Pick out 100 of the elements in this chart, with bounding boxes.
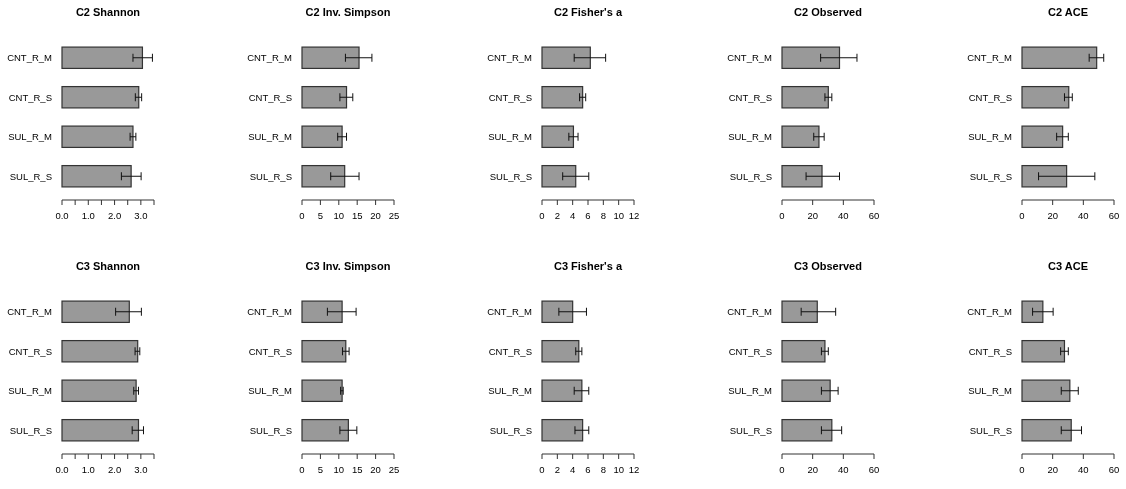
bar [1021, 418, 1072, 442]
bar [781, 164, 823, 188]
bar [1021, 379, 1071, 403]
y-tick-label: SUL_R_S [249, 424, 292, 436]
y-tick-label: CNT_R_S [8, 345, 52, 357]
y-tick-label: CNT_R_S [968, 91, 1012, 103]
bar [301, 125, 343, 149]
bar [1021, 164, 1068, 188]
bar [781, 418, 833, 442]
y-tick-label: CNT_R_S [728, 345, 772, 357]
bar [781, 85, 829, 109]
y-tick-label: CNT_R_M [487, 306, 533, 318]
x-tick-label: 1.0 [81, 464, 95, 475]
bar [1021, 125, 1064, 149]
y-tick-label: CNT_R_S [8, 91, 52, 103]
x-tick-label: 60 [868, 464, 880, 475]
y-tick-label: SUL_R_M [248, 131, 293, 143]
x-tick-label: 0 [299, 210, 305, 221]
x-tick-label: 0 [1019, 210, 1025, 221]
y-tick-label: SUL_R_M [728, 385, 773, 397]
bar [541, 379, 583, 403]
y-tick-label: CNT_R_M [967, 306, 1013, 318]
y-tick-label: CNT_R_S [728, 91, 772, 103]
bar [541, 164, 577, 188]
y-tick-label: SUL_R_M [248, 385, 293, 397]
chart-title: C3 Fisher's a [553, 260, 623, 272]
bar [541, 339, 580, 363]
bar [1021, 300, 1044, 324]
bar [541, 85, 584, 109]
x-tick-label: 3.0 [134, 464, 148, 475]
bar [301, 339, 347, 363]
y-tick-label: SUL_R_M [968, 131, 1013, 143]
y-tick-label: SUL_R_M [8, 131, 53, 143]
x-tick-label: 2 [554, 210, 560, 221]
x-tick-label: 10 [613, 210, 624, 221]
x-tick-label: 2.0 [107, 464, 122, 475]
x-tick-label: 0 [779, 210, 785, 221]
y-tick-label: SUL_R_M [488, 385, 533, 397]
y-tick-label: CNT_R_M [727, 52, 773, 64]
chart-title: C3 Inv. Simpson [305, 260, 391, 272]
bar [781, 379, 831, 403]
x-tick-label: 8 [600, 464, 606, 475]
x-tick-label: 25 [388, 464, 400, 475]
x-tick-label: 40 [1078, 210, 1089, 221]
bar [301, 379, 343, 403]
x-tick-label: 60 [868, 210, 880, 221]
x-tick-label: 15 [351, 464, 363, 475]
x-tick-label: 2 [554, 464, 560, 475]
x-tick-label: 20 [370, 464, 381, 475]
y-tick-label: SUL_R_S [489, 170, 532, 182]
bar [781, 125, 820, 149]
x-tick-label: 0 [1019, 464, 1025, 475]
chart-title: C2 Observed [794, 6, 862, 18]
bar [541, 125, 575, 149]
x-tick-label: 25 [388, 210, 400, 221]
bar [781, 339, 826, 363]
y-tick-label: CNT_R_M [967, 52, 1013, 64]
y-tick-label: SUL_R_M [488, 131, 533, 143]
x-tick-label: 5 [317, 210, 324, 221]
y-tick-label: CNT_R_S [248, 91, 292, 103]
y-tick-label: CNT_R_M [247, 306, 293, 318]
bar [301, 164, 346, 188]
x-tick-label: 1.0 [81, 210, 95, 221]
x-tick-label: 6 [585, 210, 591, 221]
x-tick-label: 0 [299, 464, 305, 475]
x-tick-label: 4 [570, 464, 576, 475]
x-tick-label: 15 [351, 210, 363, 221]
chart-title: C3 ACE [1048, 260, 1088, 272]
y-tick-label: SUL_R_S [489, 424, 532, 436]
x-tick-label: 40 [1078, 464, 1089, 475]
bar [541, 300, 574, 324]
bar [781, 46, 841, 70]
y-tick-label: CNT_R_S [248, 345, 292, 357]
y-tick-label: SUL_R_S [729, 424, 772, 436]
bar [301, 300, 343, 324]
bar [301, 85, 348, 109]
y-tick-label: CNT_R_S [488, 91, 532, 103]
bar [1021, 46, 1098, 70]
chart-title: C2 Fisher's a [553, 6, 623, 18]
y-tick-label: SUL_R_S [9, 170, 52, 182]
y-tick-label: CNT_R_M [487, 52, 533, 64]
y-tick-label: SUL_R_M [968, 385, 1013, 397]
x-tick-label: 12 [628, 210, 640, 221]
bar [781, 300, 818, 324]
bar [301, 46, 360, 70]
y-tick-label: CNT_R_M [727, 306, 773, 318]
y-tick-label: SUL_R_M [8, 385, 53, 397]
x-tick-label: 0 [539, 464, 545, 475]
x-tick-label: 5 [317, 464, 324, 475]
bar [1021, 339, 1066, 363]
x-tick-label: 0.0 [55, 464, 69, 475]
x-tick-label: 10 [613, 464, 624, 475]
x-tick-label: 40 [838, 210, 849, 221]
chart-title: C2 ACE [1048, 6, 1088, 18]
x-tick-label: 20 [1047, 464, 1058, 475]
x-tick-label: 6 [585, 464, 591, 475]
x-tick-label: 20 [807, 464, 818, 475]
x-tick-label: 60 [1108, 464, 1120, 475]
y-tick-label: SUL_R_S [729, 170, 772, 182]
chart-title: C3 Shannon [75, 260, 141, 272]
